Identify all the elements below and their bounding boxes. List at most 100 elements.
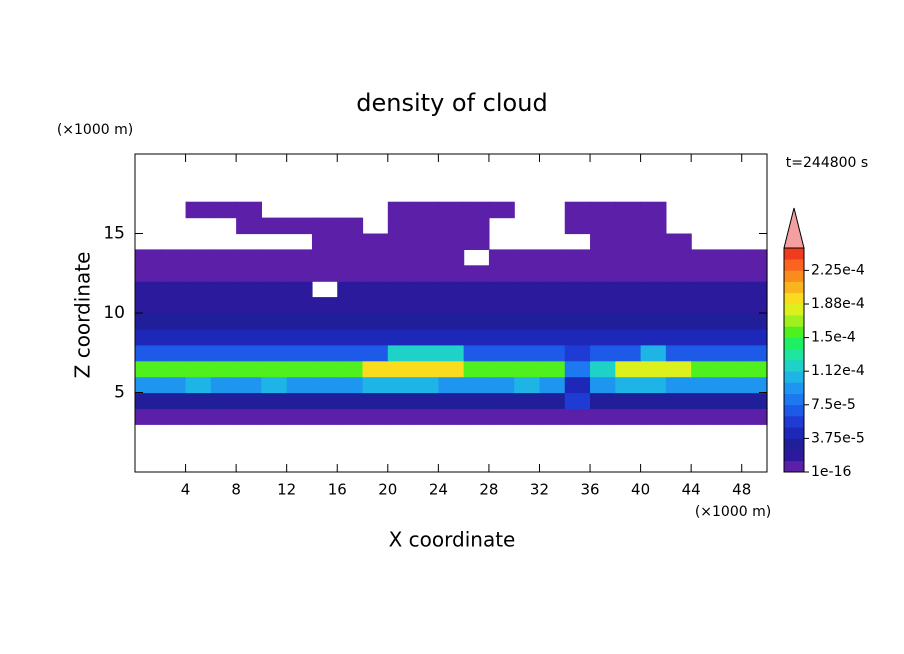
field-cell [640, 360, 667, 378]
field-cell [438, 408, 465, 425]
field-cell [362, 297, 389, 314]
field-cell [615, 233, 642, 250]
field-cell [337, 344, 364, 362]
colorbar-band [784, 427, 804, 439]
field-cell [463, 376, 490, 394]
field-cell [413, 265, 439, 282]
field-cell [741, 265, 768, 282]
field-cell [691, 313, 718, 330]
field-cell [716, 344, 743, 362]
x-tick-label: 12 [277, 481, 296, 499]
field-cell [362, 265, 389, 282]
field-cell [716, 265, 743, 282]
field-cell [185, 360, 212, 378]
field-cell [135, 360, 161, 378]
field-cell [741, 249, 768, 266]
field-cell [261, 217, 288, 235]
field-cell [691, 392, 718, 409]
field-cell [665, 313, 692, 330]
field-cell [160, 281, 187, 298]
field-cell [615, 313, 642, 330]
field-cell [665, 233, 692, 250]
field-cell [514, 360, 541, 378]
field-cell [640, 313, 667, 330]
colorbar-band [784, 348, 804, 361]
field-cell [337, 360, 364, 378]
field-cell [261, 360, 288, 378]
field-cell [236, 344, 262, 362]
field-cell [438, 281, 465, 298]
field-cell [210, 249, 237, 266]
x-axis-label: X coordinate [389, 528, 516, 552]
field-cell [438, 328, 465, 346]
field-cell [160, 392, 187, 409]
field-cell [135, 313, 161, 330]
field-cell [236, 265, 262, 282]
field-cell [160, 249, 187, 266]
field-cell [716, 297, 743, 314]
field-cell [564, 344, 591, 362]
field-cell [413, 344, 439, 362]
field-cell [716, 328, 743, 346]
field-cell [640, 281, 667, 298]
field-cell [665, 265, 692, 282]
field-cell [387, 360, 414, 378]
field-cell [387, 297, 414, 314]
field-cell [135, 328, 161, 346]
y-unit: (×1000 m) [57, 122, 133, 138]
x-tick-label: 28 [479, 481, 498, 499]
field-cell [564, 249, 591, 266]
field-cell [236, 376, 262, 394]
field-cell [590, 281, 616, 298]
field-cell [286, 297, 313, 314]
field-cell [236, 392, 262, 409]
field-cell [413, 328, 439, 346]
field-cell [236, 328, 262, 346]
field-cell [590, 408, 616, 425]
field-cell [210, 376, 237, 394]
field-cell [413, 408, 439, 425]
field-cell [488, 328, 515, 346]
field-cell [387, 265, 414, 282]
field-cell [387, 201, 414, 219]
field-cell [640, 392, 667, 409]
field-cell [185, 328, 212, 346]
field-cell [564, 281, 591, 298]
field-cell [311, 313, 338, 330]
field-cell [741, 392, 768, 409]
colorbar-band [784, 449, 804, 462]
colorbar-band [784, 371, 804, 383]
field-cell [438, 360, 465, 378]
field-cell [236, 281, 262, 298]
field-cell [286, 217, 313, 235]
y-axis-label: Z coordinate [71, 252, 95, 379]
x-tick-label: 8 [231, 481, 241, 499]
field-cell [362, 281, 389, 298]
x-tick-label: 36 [580, 481, 599, 499]
field-cell [665, 344, 692, 362]
field-cell [640, 297, 667, 314]
field-cell [261, 328, 288, 346]
field-cell [210, 281, 237, 298]
field-cell [413, 392, 439, 409]
field-cell [236, 360, 262, 378]
field-cell [210, 408, 237, 425]
field-cell [640, 376, 667, 394]
field-cell [236, 297, 262, 314]
field-cell [463, 313, 490, 330]
field-cell [514, 344, 541, 362]
field-cell [539, 297, 566, 314]
field-cell [539, 328, 566, 346]
field-cell [640, 217, 667, 235]
x-tick-label: 48 [732, 481, 751, 499]
field-cell [286, 249, 313, 266]
field-cell [160, 313, 187, 330]
field-cell [539, 313, 566, 330]
field-cell [564, 297, 591, 314]
field-cell [488, 360, 515, 378]
colorbar-tick-label: 2.25e-4 [811, 262, 865, 278]
colorbar-band [784, 438, 804, 450]
colorbar-band [784, 281, 804, 294]
field-cell [438, 392, 465, 409]
field-cell [210, 297, 237, 314]
